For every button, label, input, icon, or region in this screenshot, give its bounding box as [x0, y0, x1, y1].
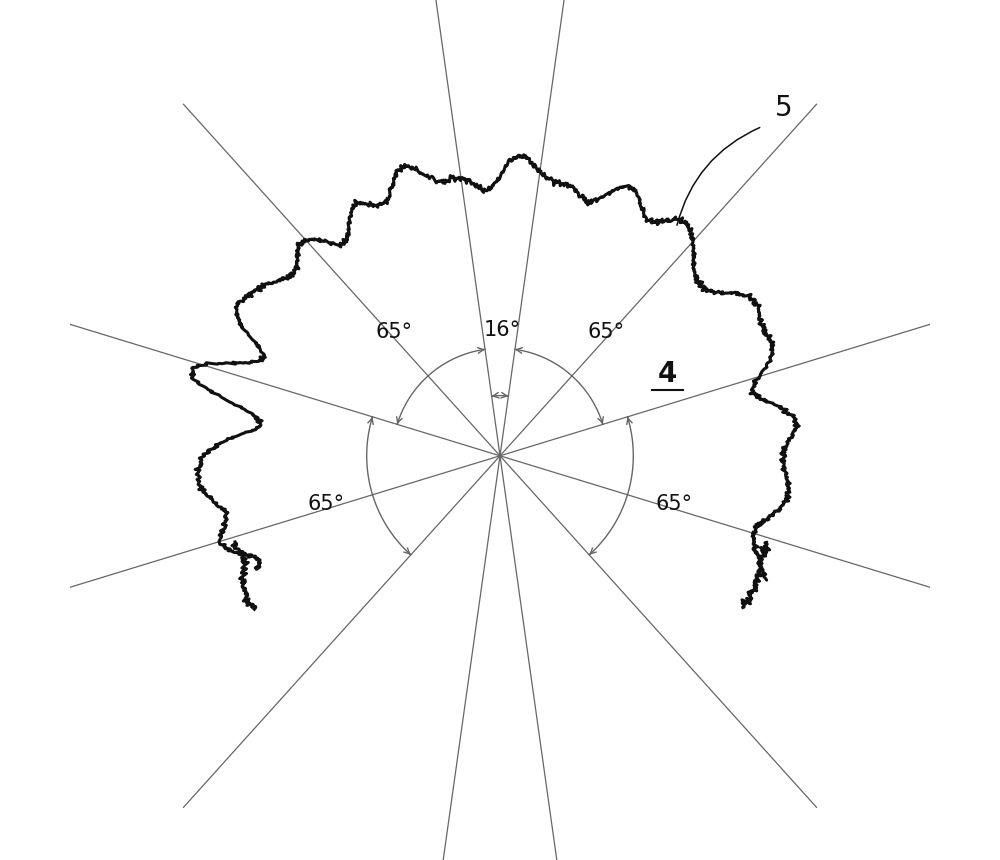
Text: 65°: 65°: [375, 322, 412, 341]
Text: 5: 5: [775, 94, 793, 121]
Text: 4: 4: [658, 360, 677, 388]
Text: 65°: 65°: [307, 494, 345, 514]
Text: 65°: 65°: [655, 494, 693, 514]
FancyArrowPatch shape: [677, 127, 760, 225]
Text: 65°: 65°: [588, 322, 625, 341]
Text: 16°: 16°: [484, 320, 521, 340]
